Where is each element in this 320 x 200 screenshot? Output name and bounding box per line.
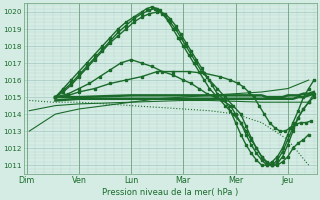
X-axis label: Pression niveau de la mer( hPa ): Pression niveau de la mer( hPa ) bbox=[102, 188, 238, 197]
